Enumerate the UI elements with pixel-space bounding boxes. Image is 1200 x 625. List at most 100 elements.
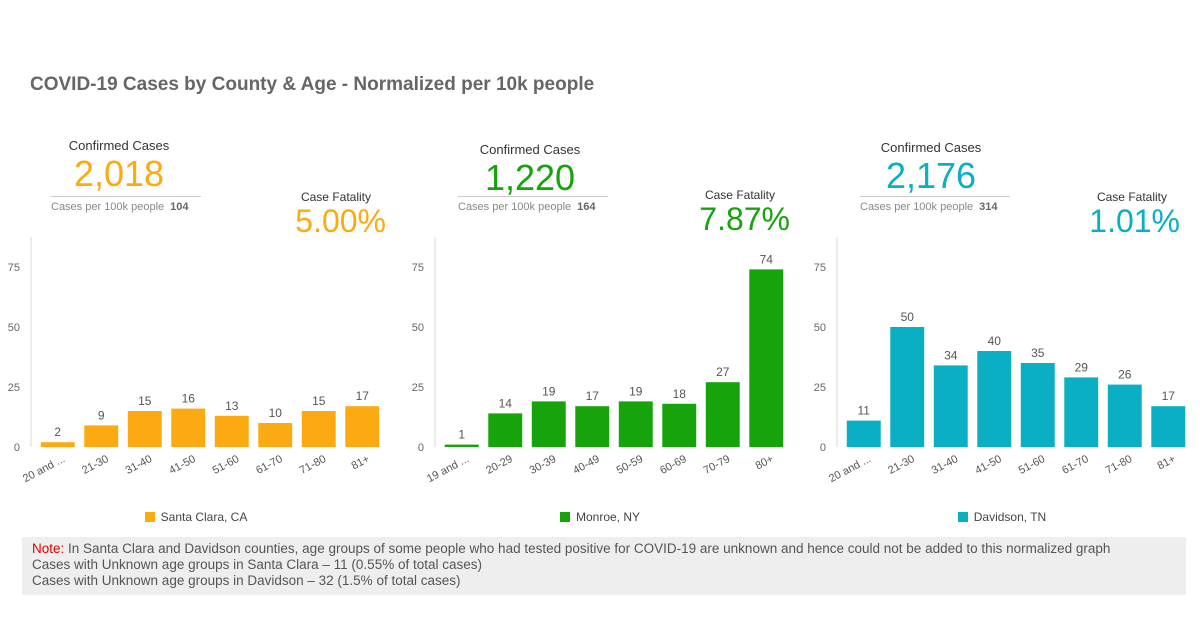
data-label: 27 xyxy=(716,365,730,379)
note-label: Note: xyxy=(32,541,65,556)
data-label: 14 xyxy=(499,396,513,410)
footnote-line-2: Cases with Unknown age groups in Santa C… xyxy=(32,557,482,572)
data-label: 9 xyxy=(98,408,105,422)
data-label: 19 xyxy=(542,384,556,398)
data-label: 40 xyxy=(988,334,1002,348)
x-tick-label: 31-40 xyxy=(124,453,154,477)
fatality-kpi: Case Fatality 7.87% xyxy=(699,188,790,236)
bar xyxy=(933,365,968,447)
x-tick-label: 71-80 xyxy=(1104,453,1134,477)
fatality-kpi: Case Fatality 1.01% xyxy=(1089,190,1180,238)
confirmed-value: 1,220 xyxy=(484,157,576,198)
legend-swatch xyxy=(559,512,570,522)
data-label: 74 xyxy=(760,252,774,266)
data-label: 26 xyxy=(1118,368,1132,382)
y-tick-label: 25 xyxy=(412,382,424,394)
data-label: 2 xyxy=(54,425,61,439)
legend: Santa Clara, CA xyxy=(6,510,386,524)
bar xyxy=(618,401,653,447)
per100k-label: Cases per 100k people xyxy=(458,201,572,213)
fatality-value: 7.87% xyxy=(699,201,790,237)
data-label: 17 xyxy=(356,389,370,403)
fatality-label: Case Fatality xyxy=(300,190,371,204)
x-tick-label: 21-30 xyxy=(80,453,110,477)
x-tick-label: 21-30 xyxy=(886,453,916,477)
confirmed-kpi: Confirmed Cases 2,018 xyxy=(44,130,194,193)
per100k-row: Cases per 100k people 314 xyxy=(860,201,1040,213)
bar-chart-davidson: 0 25 50 75 11 20 and ... 50 21-30 34 31-40 40 41-50… xyxy=(814,237,1186,485)
legend-swatch xyxy=(144,512,155,522)
kpi-divider xyxy=(458,196,608,197)
x-tick-label: 20 and ... xyxy=(21,453,67,485)
x-tick-label: 51-60 xyxy=(211,453,241,477)
bar xyxy=(444,444,479,447)
bar xyxy=(171,408,206,447)
x-tick-label: 31-40 xyxy=(930,453,960,477)
data-label: 29 xyxy=(1075,360,1089,374)
per100k-label: Cases per 100k people xyxy=(51,201,165,213)
bar xyxy=(214,415,249,447)
legend: Monroe, NY xyxy=(410,510,790,524)
bar xyxy=(749,269,784,447)
x-tick-label: 61-70 xyxy=(1060,453,1090,477)
footnote: Note: In Santa Clara and Davidson counti… xyxy=(22,537,1186,595)
footnote-line-3: Cases with Unknown age groups in Davidso… xyxy=(32,573,461,588)
kpi-divider xyxy=(51,196,201,197)
confirmed-value: 2,176 xyxy=(885,155,977,196)
x-tick-label: 19 and ... xyxy=(425,453,471,485)
fatality-value: 5.00% xyxy=(295,203,386,239)
bar xyxy=(127,411,162,447)
y-tick-label: 75 xyxy=(814,262,826,274)
bar xyxy=(301,411,336,447)
y-tick-label: 25 xyxy=(814,382,826,394)
y-tick-label: 50 xyxy=(412,322,424,334)
fatality-kpi: Case Fatality 5.00% xyxy=(295,190,386,238)
y-tick-label: 75 xyxy=(412,262,424,274)
x-tick-label: 20 and ... xyxy=(827,453,873,485)
legend-swatch xyxy=(957,512,968,522)
data-label: 35 xyxy=(1031,346,1045,360)
y-tick-label: 75 xyxy=(8,262,20,274)
panel-monroe: Confirmed Cases 1,220 Cases per 100k peo… xyxy=(410,130,790,530)
confirmed-value: 2,018 xyxy=(73,153,165,194)
bar xyxy=(488,413,523,447)
bar-chart-santa-clara: 0 25 50 75 2 20 and ... 9 21-30 15 31-40 16 41-50 13… xyxy=(8,237,380,485)
legend-label: Davidson, TN xyxy=(973,510,1047,524)
kpi-divider xyxy=(860,196,1010,197)
data-label: 17 xyxy=(1162,389,1176,403)
bar xyxy=(977,351,1012,447)
bar xyxy=(1151,406,1186,447)
data-label: 1 xyxy=(458,428,465,442)
bar xyxy=(705,382,740,447)
bar xyxy=(1064,377,1099,447)
bar-chart-monroe: 0 25 50 75 1 19 and ... 14 20-29 19 30-39 17 40-49 1… xyxy=(412,237,784,485)
data-label: 15 xyxy=(312,394,326,408)
legend: Davidson, TN xyxy=(812,510,1192,524)
data-label: 19 xyxy=(629,384,643,398)
data-label: 11 xyxy=(858,404,871,418)
y-tick-label: 50 xyxy=(814,322,826,334)
y-tick-label: 0 xyxy=(820,442,826,454)
fatality-label: Case Fatality xyxy=(704,188,775,202)
y-tick-label: 0 xyxy=(14,442,20,454)
legend-label: Monroe, NY xyxy=(575,510,641,524)
per100k-row: Cases per 100k people 104 xyxy=(51,201,231,213)
bar xyxy=(531,401,566,447)
data-label: 18 xyxy=(673,387,687,401)
confirmed-label: Confirmed Cases xyxy=(880,140,982,155)
bar xyxy=(345,406,380,447)
panel-davidson: Confirmed Cases 2,176 Cases per 100k peo… xyxy=(812,130,1192,530)
bar xyxy=(40,442,75,447)
confirmed-label: Confirmed Cases xyxy=(68,138,170,153)
note-text: In Santa Clara and Davidson counties, ag… xyxy=(64,541,1111,556)
x-tick-label: 41-50 xyxy=(973,453,1003,477)
data-label: 34 xyxy=(944,348,958,362)
confirmed-kpi: Confirmed Cases 2,176 xyxy=(856,130,1006,195)
per100k-row: Cases per 100k people 164 xyxy=(458,201,638,213)
x-tick-label: 70-79 xyxy=(702,453,732,477)
footnote-line-1: Note: In Santa Clara and Davidson counti… xyxy=(32,541,1176,557)
y-tick-label: 0 xyxy=(418,442,424,454)
bar xyxy=(84,425,119,447)
per100k-value: 164 xyxy=(577,201,596,213)
bar xyxy=(258,423,293,447)
